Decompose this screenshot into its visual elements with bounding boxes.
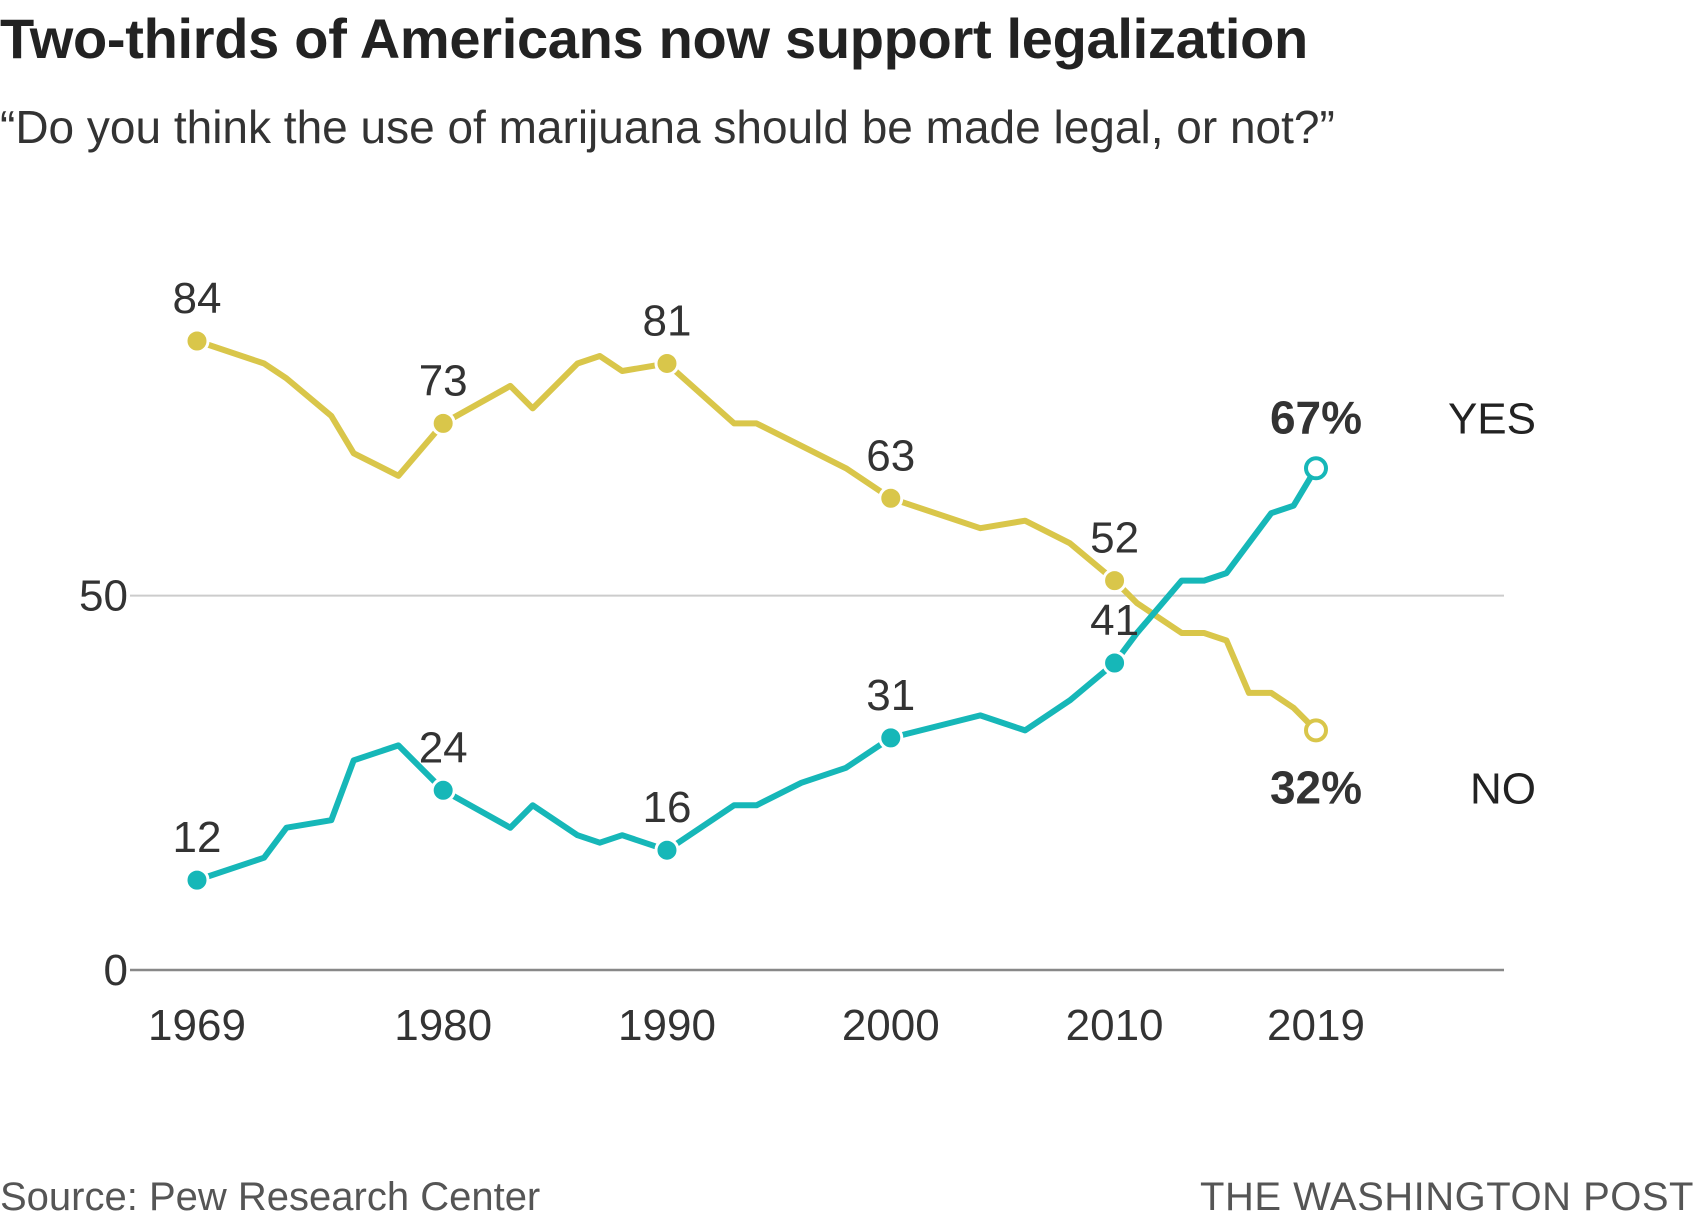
data-label-no-1969: 84 xyxy=(173,274,222,323)
x-tick-label-2010: 2010 xyxy=(1066,1001,1164,1050)
point-no-1969 xyxy=(184,328,210,354)
data-label-yes-2010: 41 xyxy=(1090,596,1139,645)
data-label-no-2000: 63 xyxy=(866,431,915,480)
end-value-no: 32% xyxy=(1270,761,1362,813)
chart-subtitle: “Do you think the use of marijuana shoul… xyxy=(0,101,1335,153)
end-point-yes xyxy=(1304,456,1328,481)
data-label-no-1990: 81 xyxy=(643,296,692,345)
x-tick-label-2019: 2019 xyxy=(1267,1001,1365,1050)
series-lines xyxy=(194,338,1319,884)
legend-label-no: NO xyxy=(1470,764,1536,813)
data-label-yes-1969: 12 xyxy=(173,813,222,862)
data-labels: 84 73 81 63 52 12 24 16 31 41 xyxy=(173,274,1140,862)
data-label-yes-1980: 24 xyxy=(419,723,468,772)
point-yes-1990 xyxy=(654,837,680,863)
series-line-no xyxy=(194,338,1319,734)
y-tick-label-50: 50 xyxy=(79,572,128,621)
legend-label-yes: YES xyxy=(1448,394,1536,443)
y-axis-ticks: 0 50 xyxy=(79,572,128,995)
point-no-2010 xyxy=(1102,568,1128,594)
end-labels: 32% NO 67% YES xyxy=(1270,391,1536,813)
point-yes-1969 xyxy=(184,867,210,893)
point-no-2000 xyxy=(878,485,904,511)
series-line-yes xyxy=(194,465,1319,884)
point-yes-2000 xyxy=(878,725,904,751)
x-axis-ticks: 1969 1980 1990 2000 2010 2019 xyxy=(148,1001,1365,1050)
series-markers xyxy=(184,328,1328,893)
data-label-no-1980: 73 xyxy=(419,356,468,405)
chart-title: Two-thirds of Americans now support lega… xyxy=(0,7,1308,70)
source-note: Source: Pew Research Center xyxy=(0,1175,541,1219)
data-label-no-2010: 52 xyxy=(1090,514,1139,563)
point-yes-1980 xyxy=(430,777,456,803)
y-tick-label-0: 0 xyxy=(104,946,128,995)
end-value-yes: 67% xyxy=(1270,391,1362,443)
x-tick-label-1990: 1990 xyxy=(618,1001,716,1050)
gridlines xyxy=(130,594,1504,972)
publisher-credit: THE WASHINGTON POST xyxy=(1200,1175,1694,1219)
point-no-1990 xyxy=(654,350,680,376)
end-point-no xyxy=(1304,718,1328,743)
point-no-1980 xyxy=(430,410,456,436)
x-tick-label-2000: 2000 xyxy=(842,1001,940,1050)
data-label-yes-2000: 31 xyxy=(866,671,915,720)
point-yes-2010 xyxy=(1102,650,1128,676)
x-tick-label-1980: 1980 xyxy=(394,1001,492,1050)
x-tick-label-1969: 1969 xyxy=(148,1001,246,1050)
data-label-yes-1990: 16 xyxy=(643,783,692,832)
